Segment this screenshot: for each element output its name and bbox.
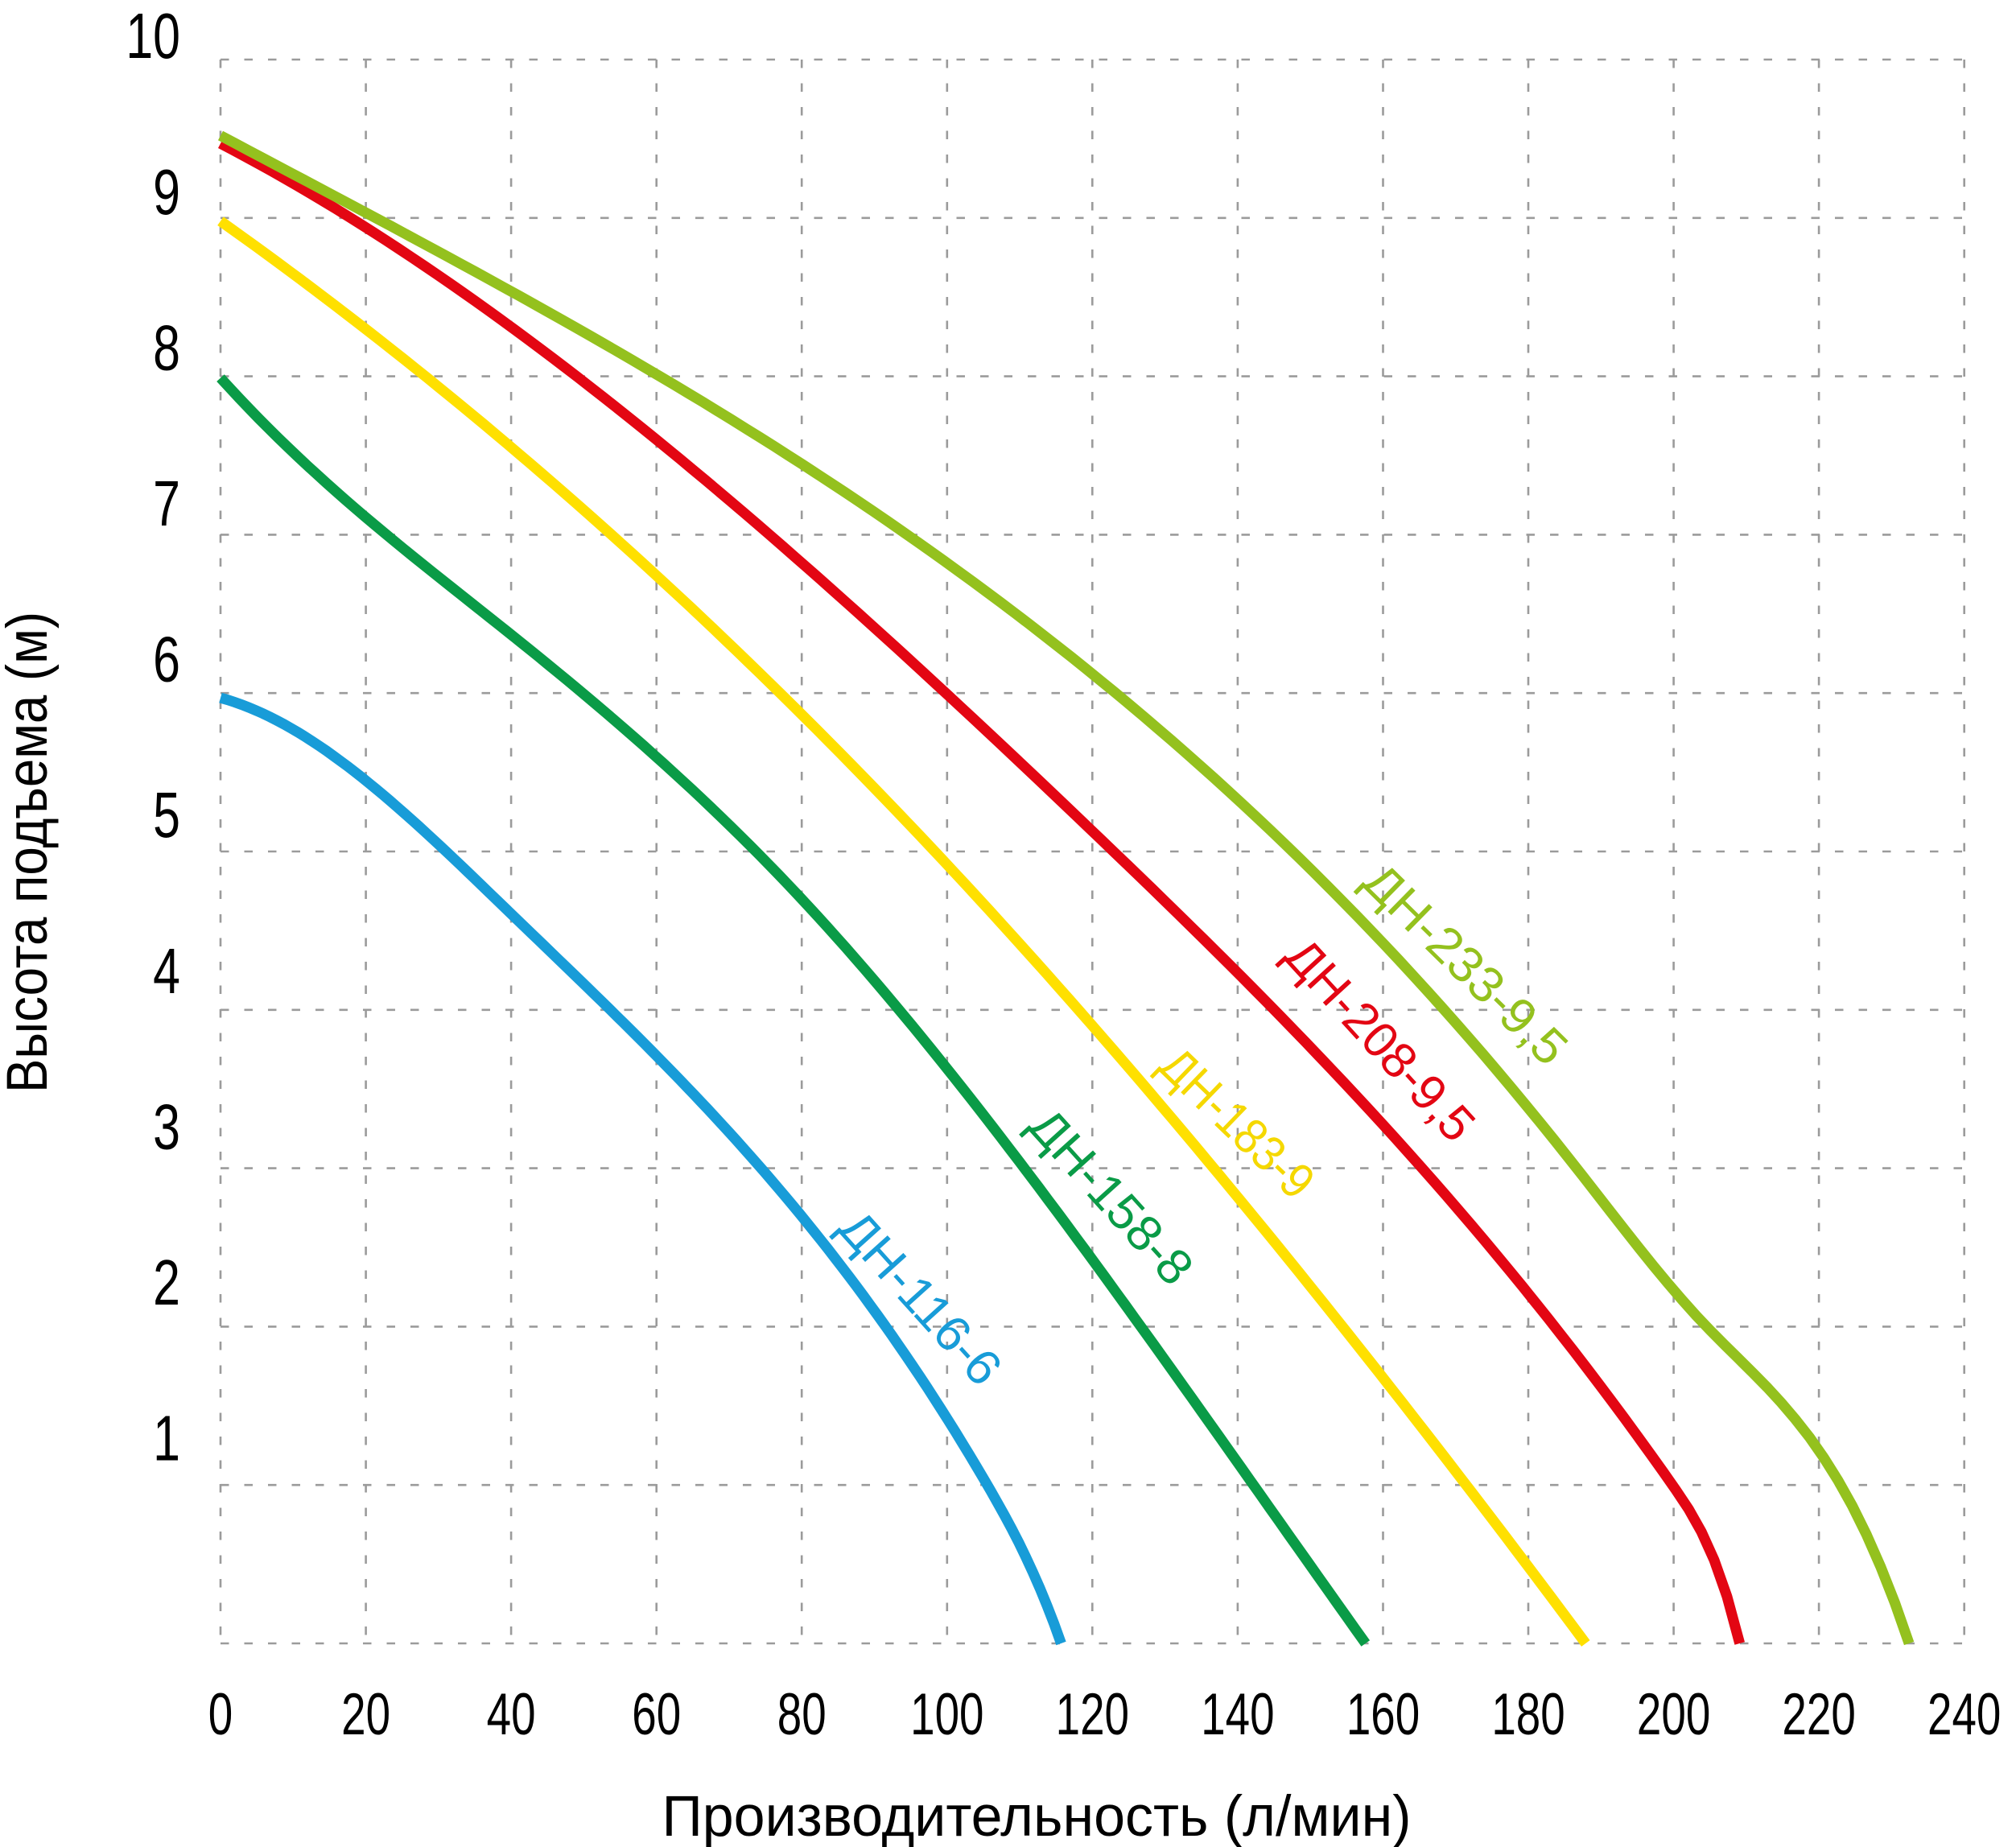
svg-text:100: 100 xyxy=(910,1681,983,1746)
svg-text:80: 80 xyxy=(777,1681,827,1746)
svg-text:3: 3 xyxy=(153,1091,180,1163)
svg-text:7: 7 xyxy=(153,468,180,540)
svg-text:8: 8 xyxy=(153,312,180,384)
svg-text:120: 120 xyxy=(1056,1681,1129,1746)
svg-text:4: 4 xyxy=(153,936,180,1008)
svg-text:5: 5 xyxy=(153,780,180,851)
svg-text:1: 1 xyxy=(153,1404,180,1475)
svg-text:180: 180 xyxy=(1491,1681,1565,1746)
svg-text:240: 240 xyxy=(1927,1681,2001,1746)
svg-text:9: 9 xyxy=(153,157,180,229)
svg-text:Высота подъема (м): Высота подъема (м) xyxy=(0,612,60,1093)
svg-text:160: 160 xyxy=(1346,1681,1420,1746)
svg-text:6: 6 xyxy=(153,625,180,696)
svg-text:40: 40 xyxy=(487,1681,536,1746)
svg-text:20: 20 xyxy=(341,1681,390,1746)
svg-text:Производительность (л/мин): Производительность (л/мин) xyxy=(662,1785,1412,1847)
svg-text:220: 220 xyxy=(1782,1681,1855,1746)
svg-text:0: 0 xyxy=(208,1681,233,1746)
svg-text:60: 60 xyxy=(632,1681,681,1746)
svg-text:200: 200 xyxy=(1637,1681,1710,1746)
svg-text:2: 2 xyxy=(153,1247,180,1319)
svg-text:10: 10 xyxy=(126,1,180,72)
svg-text:140: 140 xyxy=(1201,1681,1274,1746)
